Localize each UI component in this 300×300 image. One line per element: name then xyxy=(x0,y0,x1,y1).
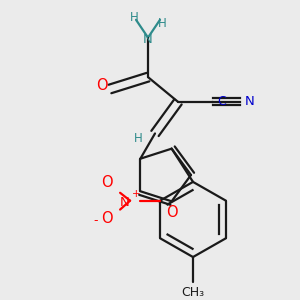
Text: +: + xyxy=(132,189,140,199)
Text: N: N xyxy=(143,33,153,46)
Text: H: H xyxy=(134,132,142,145)
Text: -: - xyxy=(94,214,98,227)
Text: C: C xyxy=(217,95,226,108)
Text: N: N xyxy=(120,196,130,209)
Text: H: H xyxy=(130,11,138,24)
Text: CH₃: CH₃ xyxy=(182,286,205,299)
Text: O: O xyxy=(96,77,108,92)
Text: O: O xyxy=(166,205,178,220)
Text: O: O xyxy=(101,176,113,190)
Text: O: O xyxy=(101,211,113,226)
Text: N: N xyxy=(245,95,255,108)
Text: H: H xyxy=(158,17,166,30)
